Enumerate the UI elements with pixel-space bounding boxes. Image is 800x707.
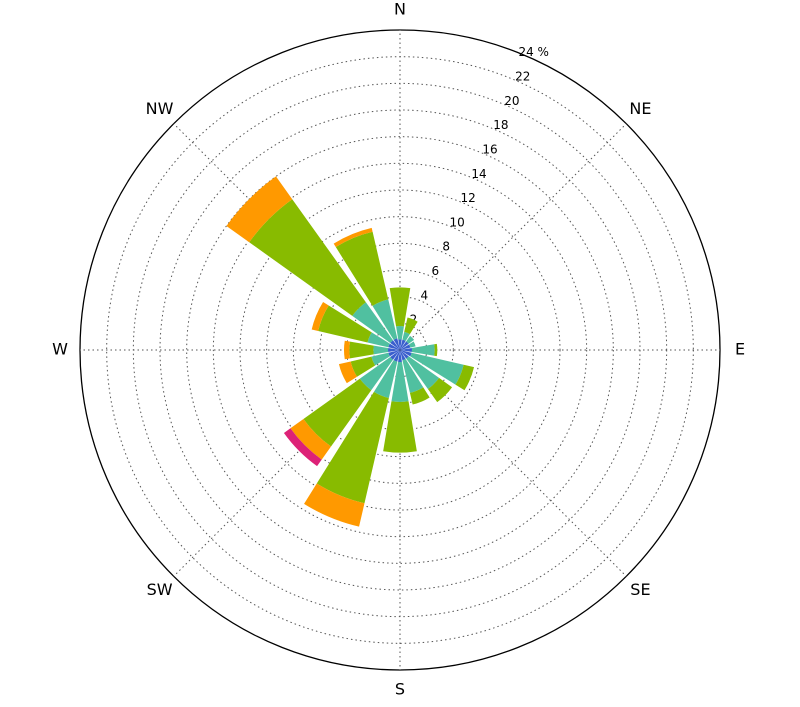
wind-bar <box>406 335 415 344</box>
grid-ring <box>212 162 588 538</box>
wind-bar <box>398 339 402 350</box>
grid-ring <box>266 216 534 484</box>
wind-bar <box>383 401 417 453</box>
wind-bar <box>388 348 400 352</box>
r-tick-label: 22 <box>515 70 530 84</box>
direction-label: S <box>395 680 405 699</box>
r-tick-label: 4 <box>421 288 429 302</box>
wind-bar <box>400 344 411 350</box>
wind-bar <box>389 287 411 327</box>
wind-bar <box>290 418 332 460</box>
radial-grid <box>399 349 627 577</box>
wind-bar <box>283 428 322 467</box>
wind-bar <box>388 350 400 357</box>
wind-bar <box>349 341 374 359</box>
wind-bar <box>398 350 402 362</box>
wind-bar <box>402 359 424 393</box>
direction-label: NE <box>629 99 651 118</box>
wind-bar <box>390 340 400 350</box>
direction-label: SW <box>147 580 173 599</box>
direction-label: W <box>52 340 68 359</box>
wind-bar <box>455 364 475 391</box>
wind-bar <box>391 361 409 402</box>
r-tick-label: 20 <box>504 94 519 108</box>
wind-bar <box>393 338 400 350</box>
wind-bar <box>344 340 351 360</box>
grid-ring <box>239 189 561 511</box>
wind-bar <box>367 332 390 348</box>
radial-grid <box>173 123 401 351</box>
wind-bar <box>333 227 373 248</box>
wind-bar <box>372 299 398 340</box>
wind-bar <box>406 356 440 390</box>
wind-bar <box>400 348 413 352</box>
radial-grid <box>173 349 401 577</box>
wind-bar <box>318 305 372 343</box>
direction-label: N <box>394 0 406 19</box>
direction-label: SE <box>630 580 650 599</box>
wind-bar <box>434 343 438 357</box>
wind-bar <box>388 343 400 350</box>
r-tick-label: 24 % <box>518 45 549 59</box>
wind-bar <box>371 352 390 366</box>
wind-bar <box>409 341 416 348</box>
wind-bar <box>373 360 398 399</box>
wind-bar <box>427 377 453 403</box>
wind-bar <box>338 361 358 384</box>
r-tick-label: 14 <box>471 167 486 181</box>
wind-bar <box>390 350 400 360</box>
r-tick-label: 10 <box>450 215 465 229</box>
wind-bar <box>409 387 430 405</box>
direction-label: E <box>735 340 745 359</box>
wind-bar <box>396 325 404 340</box>
direction-label: NW <box>146 99 174 118</box>
wind-bar <box>311 302 329 332</box>
wind-bar <box>400 339 406 350</box>
wind-bar <box>335 231 389 306</box>
wind-bar <box>316 391 389 504</box>
grid-ring <box>319 269 481 431</box>
wind-bar <box>249 199 366 316</box>
wind-bar <box>304 483 365 527</box>
wind-bar <box>404 317 418 335</box>
wind-bar <box>359 356 394 391</box>
r-tick-label: 18 <box>493 118 508 132</box>
wind-bar <box>393 350 400 362</box>
grid-ring <box>186 136 614 564</box>
r-tick-label: 12 <box>460 191 475 205</box>
wind-bar <box>226 176 293 243</box>
wind-bar <box>400 350 412 357</box>
wind-bar <box>373 345 389 355</box>
wind-bar <box>352 302 394 344</box>
r-tick-label: 16 <box>482 142 497 156</box>
wind-bar <box>400 350 409 359</box>
wind-bar <box>400 350 406 361</box>
wind-bar <box>400 341 409 350</box>
wind-bar <box>410 352 464 385</box>
r-tick-label: 6 <box>431 264 439 278</box>
wind-bar <box>411 344 435 356</box>
radial-grid <box>399 123 627 351</box>
wind-bar <box>350 356 376 377</box>
wind-bar <box>303 378 372 447</box>
grid-ring <box>292 242 508 458</box>
r-tick-label: 8 <box>442 240 450 254</box>
wind-bar <box>402 331 410 341</box>
